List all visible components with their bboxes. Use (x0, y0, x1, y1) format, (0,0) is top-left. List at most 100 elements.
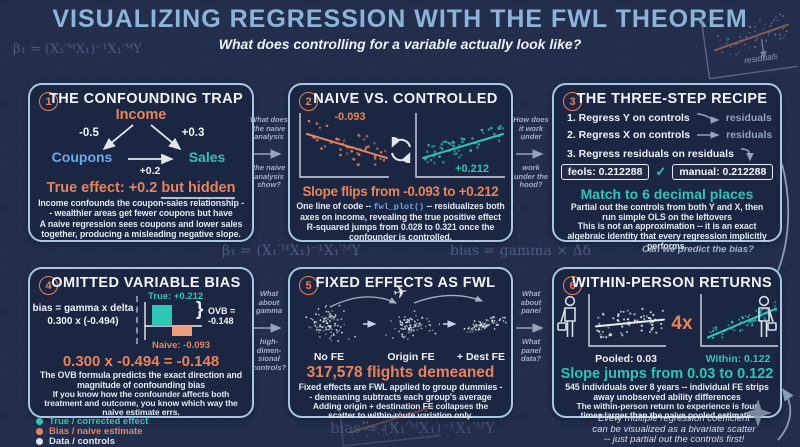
panel-title: WITHIN-PERSON RETURNS (571, 275, 773, 291)
legend-dot-teal (36, 418, 43, 425)
legend-true-effect: True / corrected effect (36, 416, 148, 427)
panel-omitted-variable-bias: 4 OMITTED VARIABLE BIAS bias = gamma x d… (28, 267, 254, 418)
connector-5-6-question-bottom: What panel data? (520, 337, 541, 364)
connector-1-2-question-bottom: the naive analysis show? (252, 163, 286, 190)
midband-bias-formula: bias = gamma × Δδ (450, 243, 591, 259)
page-subtitle: What does controlling for a variable act… (218, 36, 582, 52)
panel4-body-1: The OVB formula predicts the exact direc… (40, 370, 242, 390)
panel-title: THE THREE-STEP RECIPE (576, 91, 768, 107)
manual-value-box: manual: 0.212288 (672, 164, 774, 180)
connector-arrow (516, 323, 544, 333)
stage-label-origin-fe: Origin FE (387, 351, 435, 363)
panel6-body-1: 545 individuals over 8 years -- individu… (565, 382, 769, 402)
within-scatter-chart (700, 294, 778, 347)
brace-glyph: } (196, 299, 204, 320)
footer-faint-scatter (338, 399, 441, 447)
node-coupons: Coupons (51, 149, 113, 165)
panel2-body-1: One line of code -- fwl_plot() -- residu… (296, 201, 505, 222)
panel-three-step-recipe: 3 THE THREE-STEP RECIPE 1. Regress Y on … (552, 83, 782, 251)
recipe-step-1: 1. Regress Y on controls residuals (567, 112, 772, 124)
panel-number-badge: 6 (563, 276, 582, 295)
panel5-headline: 317,578 flights demeaned (306, 364, 495, 381)
legend-bias-naive: Bias / naive estimate (36, 426, 142, 437)
recipe-step-2: 2. Regress X on controls residuals (567, 129, 773, 141)
panel1-headline: True effect: +0.2 but hidden (30, 180, 252, 199)
arrow-icon (363, 320, 377, 328)
connector-arrow (254, 149, 282, 159)
divider (136, 296, 138, 344)
panel-within-person-returns: 6 WITHIN-PERSON RETURNS Pooled: 0.03 4x … (552, 267, 782, 420)
scatter-no-fe (305, 304, 356, 342)
ovb-formula-line2: 0.300 x (-0.494) (47, 316, 119, 327)
demean-arcs (329, 294, 484, 308)
panel-naive-vs-controlled: 2 NAIVE VS. CONTROLLED -0.093 +0.212 Slo… (288, 83, 513, 242)
header-formula: β₁ = (X₁′ᴹX₁)⁻¹X₁′ᴹY (13, 42, 142, 57)
legend-data-controls: Data / controls (36, 436, 115, 447)
coefficient-compare: feols: 0.212288 ✓ manual: 0.212288 (554, 164, 780, 180)
true-bar-label: True: +0.212 (148, 291, 204, 302)
panel6-headline: Slope jumps from 0.03 to 0.122 (560, 366, 774, 382)
panel1-body-1: Income confounds the coupon-sales relati… (38, 198, 244, 218)
panel4-body-2: If you know how the confounder affects b… (44, 389, 238, 417)
code-snippet: fwl_plot() (373, 202, 425, 212)
naive-bar-label: Naive: -0.093 (152, 340, 211, 351)
controlled-scatter-chart (415, 113, 505, 178)
panel-fixed-effects-fwl: 5 FIXED EFFECTS AS FWL ✈ No FE Origin FE… (288, 267, 513, 420)
edge-bottom-weight: +0.2 (139, 165, 161, 177)
scatter-origin-fe (385, 310, 440, 340)
panel-title: THE CONFOUNDING TRAP (48, 91, 244, 107)
page-title: VISUALIZING REGRESSION WITH THE FWL THEO… (52, 5, 748, 33)
scatter-dest-fe (463, 316, 507, 333)
legend-dot-orange (36, 428, 43, 435)
curve-arrow-footer (777, 388, 794, 441)
pooled-label: Pooled: 0.03 (595, 353, 657, 365)
edge-right-weight: +0.3 (181, 127, 205, 139)
sparkle-icon (744, 399, 772, 427)
panel3-headline: Match to 6 decimal places (580, 186, 754, 202)
panel3-body-1: Partial out the controls from both Y and… (570, 202, 764, 222)
within-label: Within: 0.122 (705, 353, 771, 365)
connector-5-6-question-top: What about panel (520, 289, 542, 316)
panel-number-badge: 3 (563, 92, 582, 111)
panel-title: NAIVE VS. CONTROLLED (313, 91, 498, 107)
ovb-bar-chart: True: +0.212 } OVB = -0.148 Naive: -0.09… (140, 291, 250, 353)
header-residuals-scatter (700, 13, 798, 80)
midband-beta-formula: β₁ = (X₁′ᴹX₁)⁻¹X₁′ᴹY (222, 243, 361, 259)
panel-title: FIXED EFFECTS AS FWL (315, 275, 496, 291)
naive-slope-label: -0.093 (334, 111, 366, 123)
connector-2-3-question-bottom: work under the hood? (513, 163, 549, 190)
panel-number-badge: 1 (39, 92, 58, 111)
connector-4-5-question-bottom: high- dimen- sional controls? (251, 337, 287, 372)
cycle-icon (391, 137, 411, 163)
legend-dot-white (36, 438, 43, 445)
arrow-icon (697, 131, 720, 139)
footer-handwritten-note: Every multiple regression coefficient ca… (592, 413, 756, 445)
controlled-slope-label: +0.212 (455, 163, 489, 175)
panel-number-badge: 4 (39, 276, 58, 295)
person-icon (557, 295, 576, 337)
panel2-headline: Slope flips from -0.093 to +0.212 (302, 184, 499, 199)
node-income: Income (115, 107, 167, 123)
multiplier-label: 4x (671, 313, 693, 334)
person-icon (758, 295, 777, 337)
ovb-value-label: OVB = -0.148 (208, 306, 236, 326)
panel1-body-2: A naive regression sees coupons and lowe… (39, 219, 243, 239)
edge-left-weight: -0.5 (79, 127, 99, 139)
curve-down-arrow-icon (740, 148, 754, 162)
feols-value-box: feols: 0.212288 (560, 164, 650, 180)
arrow-icon (696, 113, 720, 124)
panel6-body-2: The within-person return to experience i… (576, 401, 758, 420)
panel-number-badge: 5 (299, 276, 318, 295)
panel2-body-2: R-squared jumps from 0.028 to 0.321 once… (306, 222, 495, 242)
connector-4-5-question-top: What about gamma (255, 289, 283, 316)
panel-number-badge: 2 (299, 92, 318, 111)
recipe-step-3: 3. Regress residuals on residuals (567, 146, 755, 162)
naive-scatter-chart (299, 113, 389, 178)
connector-arrow (254, 323, 282, 333)
panel3-body-2: This is not an approximation -- it is an… (567, 221, 767, 251)
predict-bias-question: Can we predict the bias? (642, 244, 754, 255)
connector-2-3-question-top: How does it work under (513, 115, 549, 142)
connector-1-2-question-top: What does the naive analysis (250, 115, 288, 142)
ovb-bars (144, 302, 202, 340)
